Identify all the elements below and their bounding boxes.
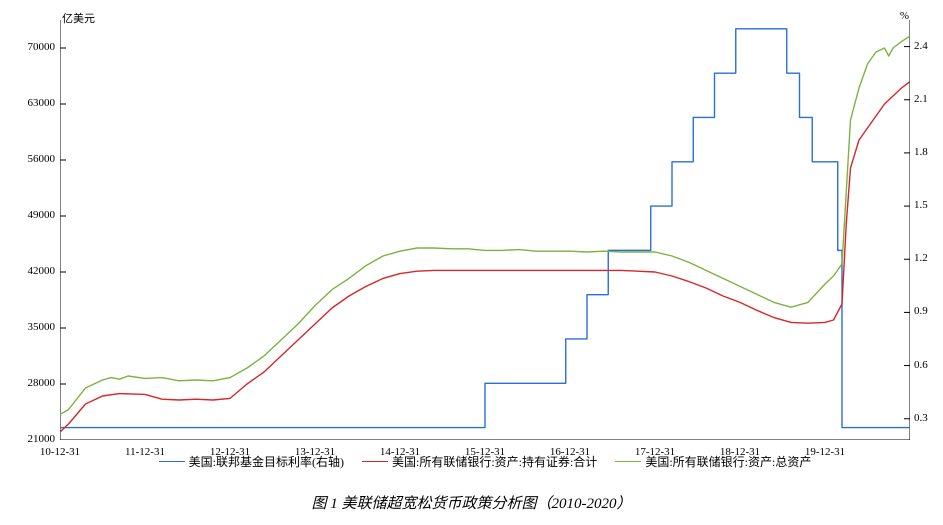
plot-area [60,20,910,440]
legend-label: 美国:联邦基金目标利率(右轴) [189,453,344,470]
y-left-tick-label: 42000 [7,265,55,277]
y-left-tick-label: 35000 [7,321,55,333]
legend-swatch [362,461,388,462]
series-line [60,82,910,432]
y-left-tick-label: 56000 [7,153,55,165]
legend-swatch [159,461,185,462]
y-right-tick-label: 0.3 [914,412,942,424]
y-right-tick-label: 1.5 [914,199,942,211]
legend-item: 美国:联邦基金目标利率(右轴) [159,453,344,470]
y-right-tick-label: 1.8 [914,146,942,158]
y-right-tick-label: 2.4 [914,40,942,52]
y-left-tick-label: 70000 [7,41,55,53]
legend-label: 美国:所有联储银行:资产:持有证券:合计 [392,453,597,470]
y-right-tick-label: 0.6 [914,359,942,371]
series-line [60,29,910,428]
legend-label: 美国:所有联储银行:资产:总资产 [645,453,811,470]
y-left-tick-label: 63000 [7,97,55,109]
y-right-tick-label: 0.9 [914,305,942,317]
y-left-tick-label: 21000 [7,433,55,445]
legend-item: 美国:所有联储银行:资产:总资产 [615,453,811,470]
y-right-tick-label: 1.2 [914,252,942,264]
y-left-tick-label: 49000 [7,209,55,221]
legend: 美国:联邦基金目标利率(右轴) 美国:所有联储银行:资产:持有证券:合计 美国:所有… [60,450,910,472]
y-left-tick-label: 28000 [7,377,55,389]
figure-container: 亿美元 % 2100028000350004200049000560006300… [0,0,943,525]
figure-caption: 图 1 美联储超宽松货币政策分析图（2010-2020） [0,492,943,513]
chart-svg [60,20,910,440]
legend-item: 美国:所有联储银行:资产:持有证券:合计 [362,453,597,470]
y-right-tick-label: 2.1 [914,93,942,105]
legend-swatch [615,461,641,462]
series-line [60,36,910,414]
